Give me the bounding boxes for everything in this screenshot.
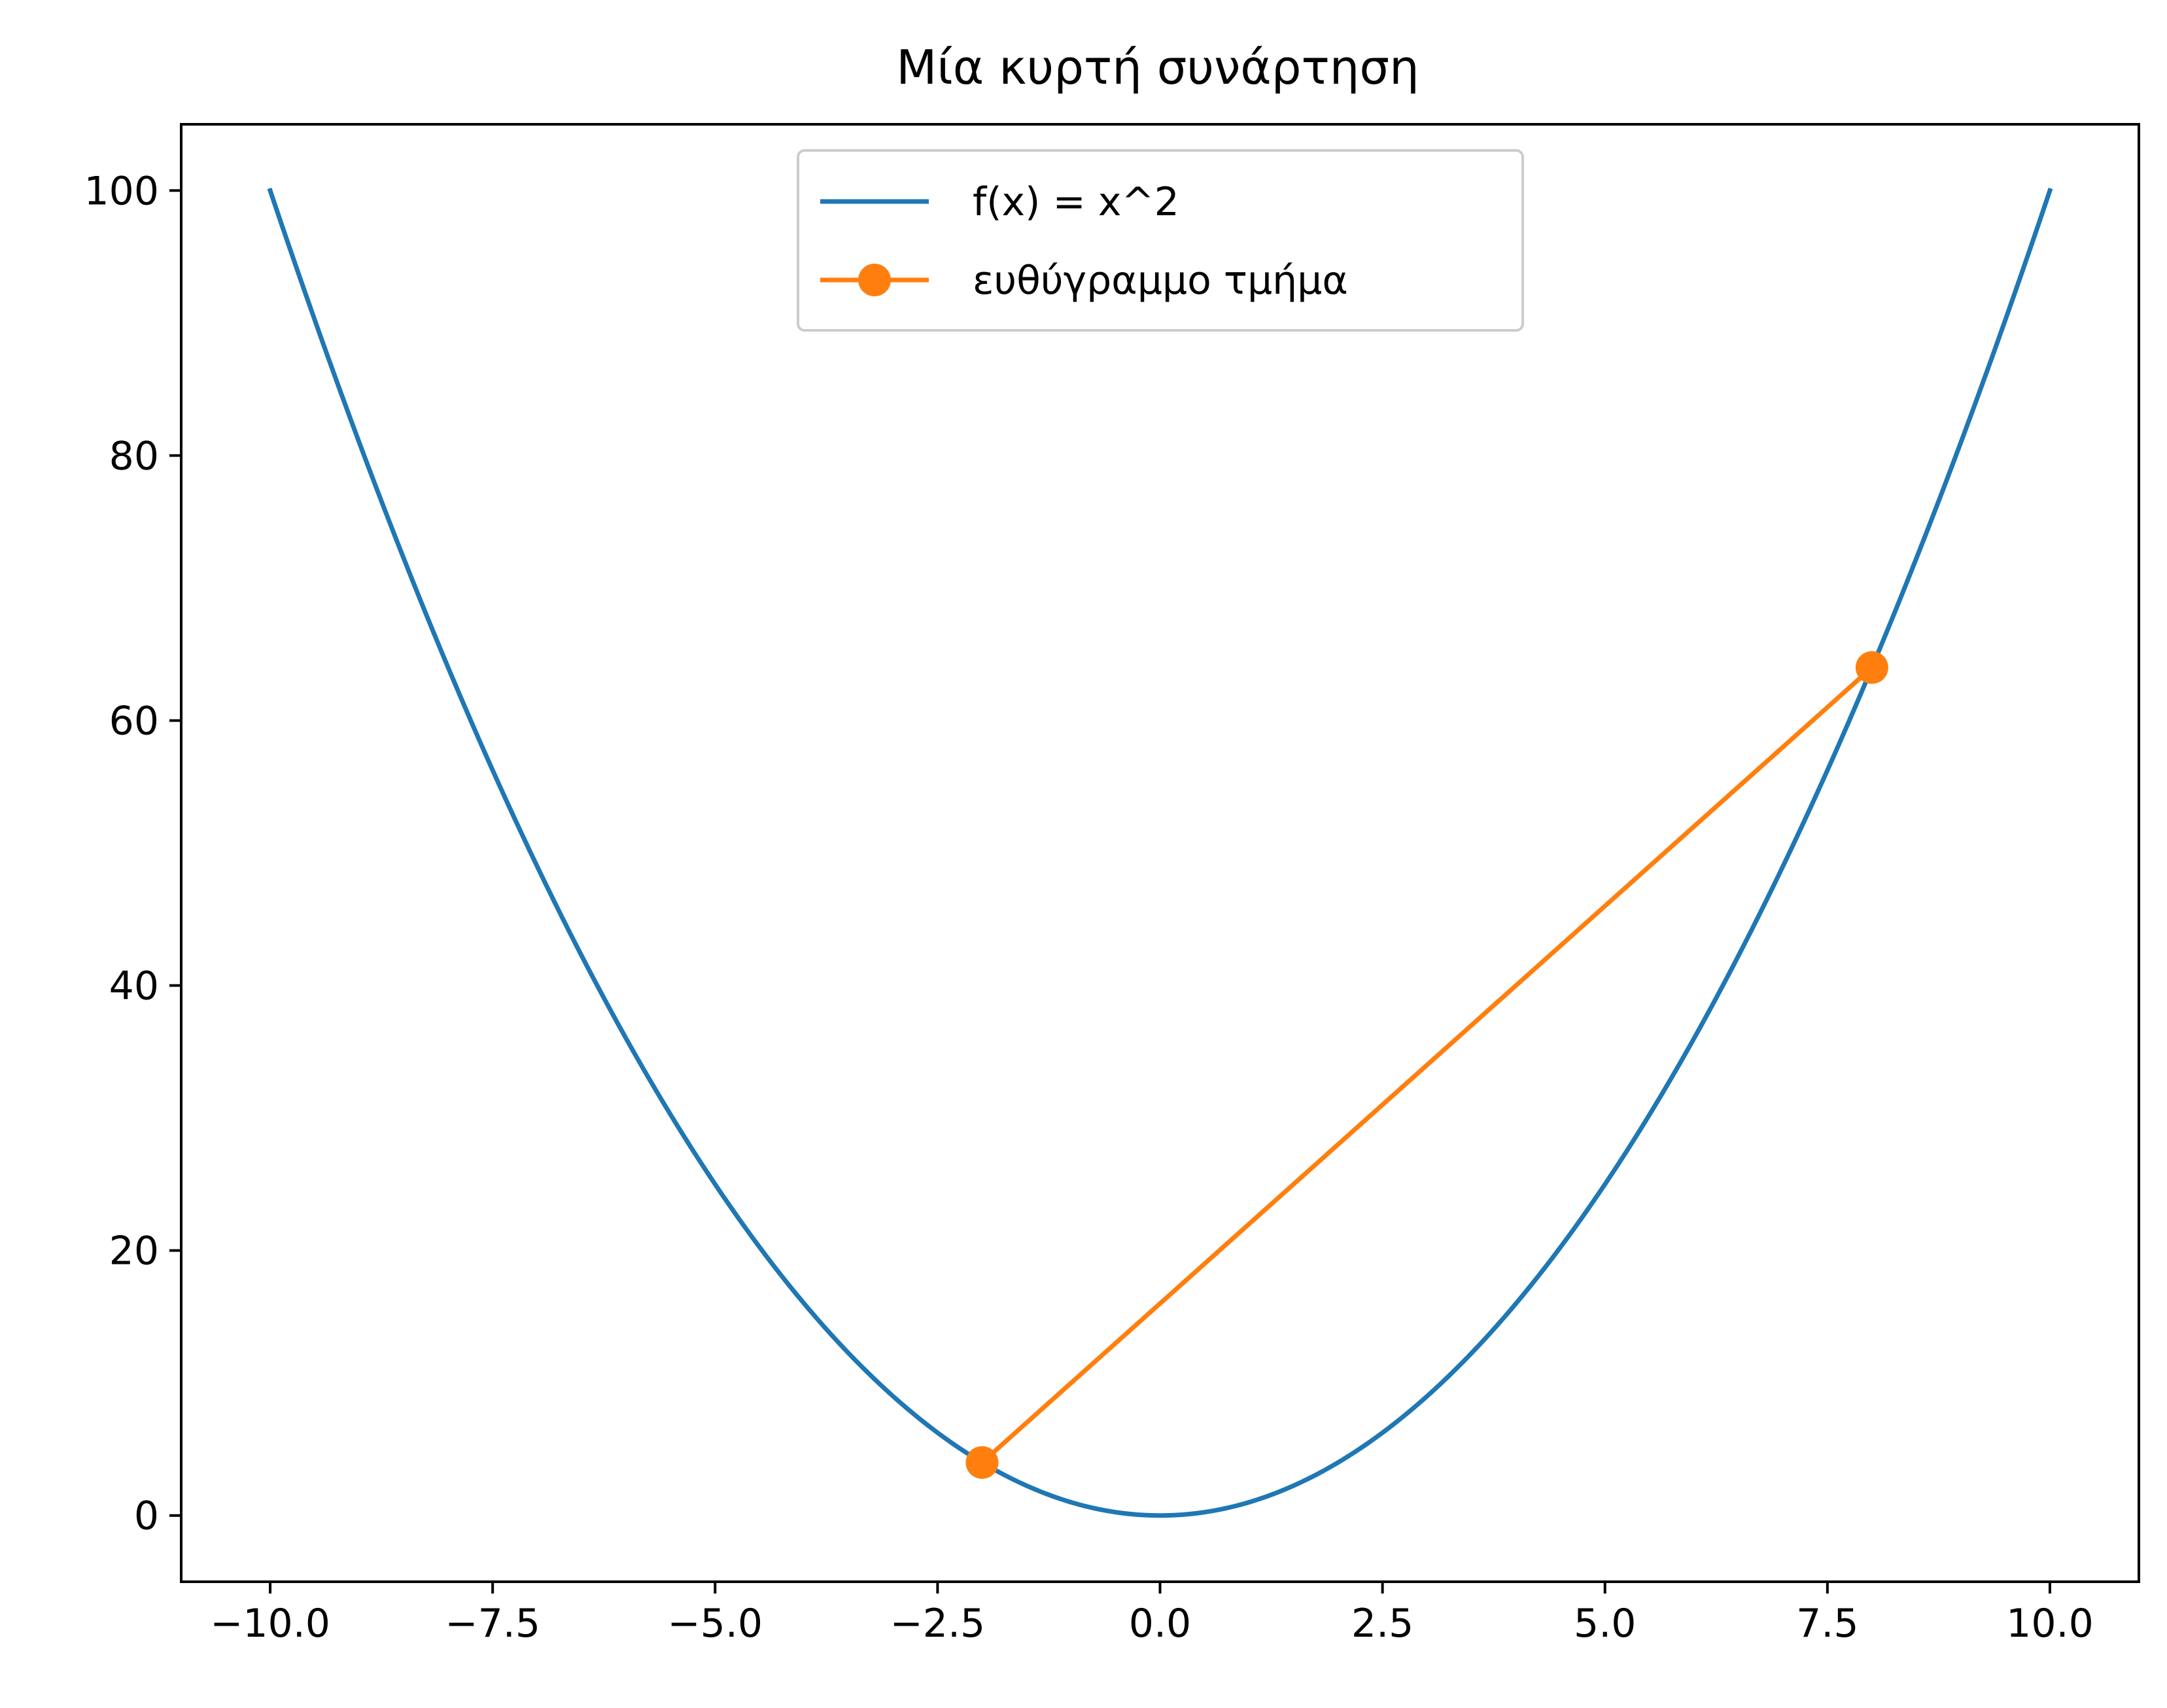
x-tick-label: −10.0	[210, 1601, 330, 1647]
y-tick-label: 100	[84, 168, 159, 214]
x-tick-label: 10.0	[2006, 1601, 2094, 1647]
x-tick-label: 2.5	[1351, 1601, 1413, 1647]
legend-marker-2	[858, 264, 891, 296]
x-tick-label: 7.5	[1796, 1601, 1858, 1647]
legend-label-2: ευθύγραμμο τμήμα	[973, 258, 1348, 304]
x-tick-label: 5.0	[1574, 1601, 1636, 1647]
x-tick-label: −5.0	[667, 1601, 763, 1647]
x-tick-label: −2.5	[890, 1601, 986, 1647]
series-line-2	[979, 664, 1875, 1466]
series-2-point-2	[1855, 651, 1888, 684]
y-tick-label: 80	[109, 433, 159, 479]
legend: f(x) = x^2 ευθύγραμμο τμήμα	[797, 149, 1524, 332]
chart-title: Μία κυρτή συνάρτηση	[896, 40, 1419, 95]
series-2-point-1	[965, 1446, 999, 1479]
y-tick-label: 40	[109, 964, 159, 1009]
axes: −10.0 −7.5 −5.0 −2.5 0.0 2.5 5.0 7.5 10.0 0 20 40 60…	[84, 123, 2140, 1647]
legend-box	[797, 149, 1524, 332]
y-tick-label: 20	[109, 1229, 159, 1274]
legend-label-1: f(x) = x^2	[973, 179, 1179, 225]
series-line-1	[267, 187, 2053, 1518]
plot-area	[267, 187, 2053, 1518]
y-tick-label: 60	[109, 698, 159, 744]
y-tick-label: 0	[134, 1493, 159, 1539]
x-tick-label: 0.0	[1129, 1601, 1191, 1647]
x-tick-label: −7.5	[445, 1601, 540, 1647]
